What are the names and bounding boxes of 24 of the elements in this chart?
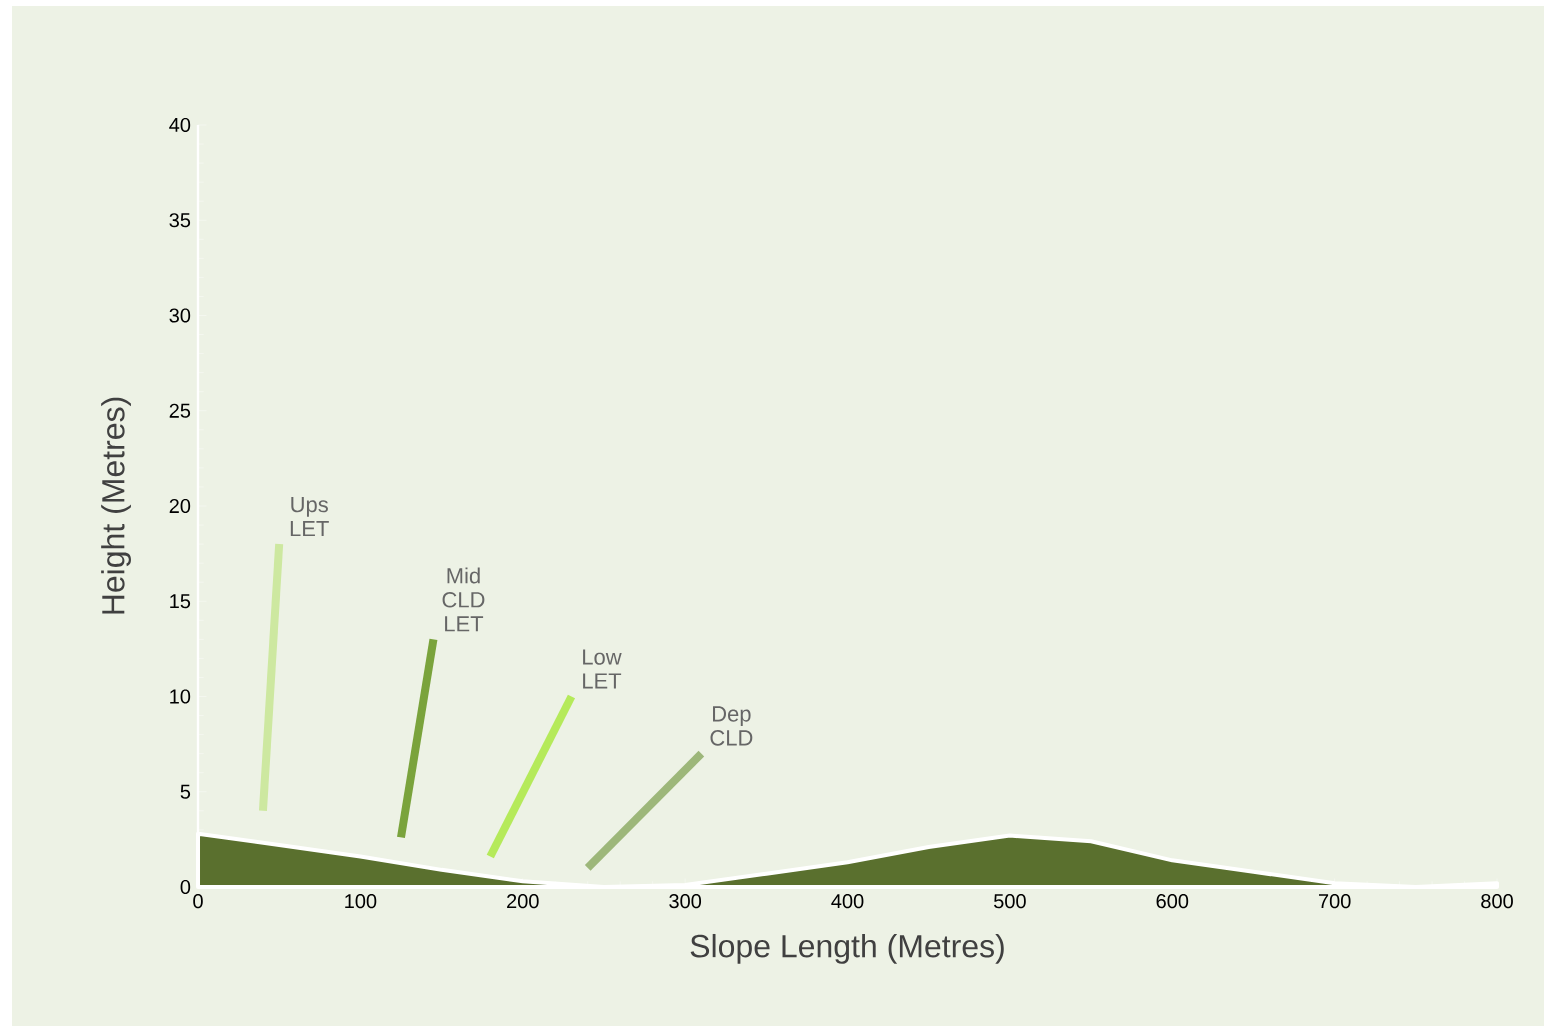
x-axis-title: Slope Length (Metres) [690, 933, 1004, 964]
y-tick-label: 10 [170, 689, 191, 704]
x-tick-label: 700 [1318, 894, 1351, 909]
x-tick-label: 300 [669, 894, 702, 909]
y-tick-label: 5 [180, 784, 191, 799]
y-tick-label: 40 [169, 117, 191, 133]
x-tick-label: 200 [507, 894, 539, 909]
y-tick-label: 35 [169, 213, 191, 228]
y-tick-label: 15 [170, 594, 191, 609]
x-tick-label: 800 [1481, 894, 1513, 909]
series-label: Mid CLD LET [442, 567, 485, 632]
y-tick-label: 20 [169, 498, 191, 514]
x-tick-label: 400 [831, 894, 864, 909]
y-tick-label: 0 [180, 879, 191, 895]
x-tick-label: 600 [1156, 894, 1189, 909]
y-tick-label: 25 [169, 403, 191, 418]
series-label: Ups LET [290, 496, 329, 537]
x-tick-label: 100 [345, 894, 377, 909]
x-tick-label: 500 [994, 894, 1026, 909]
y-tick-label: 30 [169, 308, 191, 323]
y-axis-title: Height (Metres) [101, 397, 131, 614]
series-label: Low LET [583, 649, 622, 689]
x-tick-label: 0 [193, 894, 203, 909]
series-label: Dep CLD [710, 706, 753, 746]
